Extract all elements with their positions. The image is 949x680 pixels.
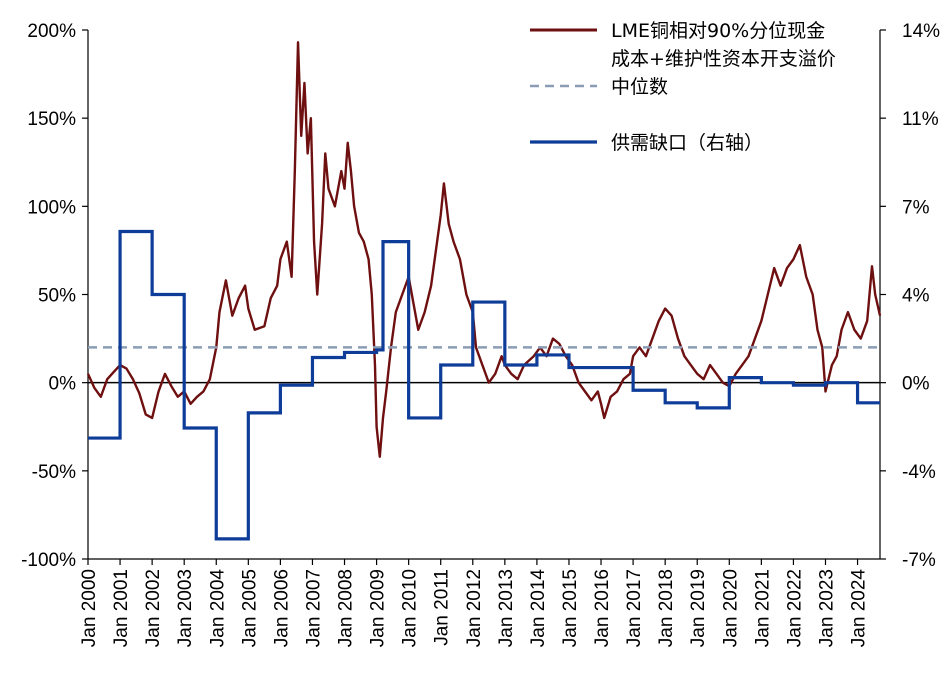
x-tick-label: Jan 2003 — [175, 569, 196, 647]
y-left-tick-label: -50% — [32, 462, 76, 483]
y-left-tick-label: -100% — [21, 550, 76, 571]
x-tick-label: Jan 2022 — [784, 569, 805, 647]
y-right-tick-label: -4% — [902, 462, 936, 483]
y-left-tick-label: 50% — [38, 286, 76, 307]
x-tick-label: Jan 2021 — [752, 569, 773, 647]
x-tick-label: Jan 2016 — [592, 569, 613, 647]
y-left-tick-label: 0% — [49, 374, 77, 395]
y-right-tick-label: -7% — [902, 550, 936, 571]
legend-label: 中位数 — [611, 76, 668, 98]
x-tick-label: Jan 2019 — [688, 569, 709, 647]
series-layer — [86, 41, 882, 541]
x-tick-label: Jan 2015 — [560, 569, 581, 647]
y-right-tick-label: 4% — [902, 286, 930, 307]
y-right-tick-label: 14% — [902, 21, 940, 42]
x-tick-label: Jan 2009 — [368, 569, 389, 647]
legend-label: 成本+维护性资本开支溢价 — [611, 48, 836, 70]
x-tick-label: Jan 2001 — [111, 569, 132, 647]
x-tick-label: Jan 2023 — [816, 569, 837, 647]
x-tick-label: Jan 2008 — [336, 569, 357, 647]
x-tick-label: Jan 2020 — [720, 569, 741, 647]
x-tick-label: Jan 2011 — [432, 569, 453, 646]
x-tick-label: Jan 2002 — [143, 569, 164, 647]
x-tick-label: Jan 2012 — [464, 569, 485, 647]
y-right-tick-label: 7% — [902, 197, 930, 218]
x-tick-label: Jan 2018 — [656, 569, 677, 647]
legend-label: 供需缺口（右轴） — [611, 132, 763, 154]
legend-label: LME铜相对90%分位现金 — [611, 20, 825, 42]
y-left-tick-label: 200% — [27, 21, 76, 42]
y-right-tick-label: 11% — [902, 109, 939, 130]
x-tick-label: Jan 2017 — [624, 569, 645, 647]
y-left-tick-label: 150% — [27, 109, 76, 130]
x-tick-label: Jan 2007 — [303, 569, 324, 647]
x-tick-label: Jan 2000 — [79, 569, 100, 647]
x-tick-label: Jan 2005 — [239, 569, 260, 647]
x-tick-label: Jan 2006 — [271, 569, 292, 647]
y-right-tick-label: 0% — [902, 374, 930, 395]
x-tick-label: Jan 2013 — [496, 569, 517, 647]
copper-premium-line — [86, 41, 882, 458]
supply-demand-gap-line — [88, 229, 880, 541]
x-tick-label: Jan 2024 — [849, 569, 870, 648]
x-tick-label: Jan 2014 — [528, 569, 549, 648]
x-tick-label: Jan 2004 — [207, 569, 228, 648]
axes-layer: 200% 150% 100% 50% 0% -50% -100% 14% 11% 7% 4% 0% -4… — [21, 21, 940, 647]
y-left-tick-label: 100% — [27, 197, 76, 218]
x-tick-label: Jan 2010 — [400, 569, 421, 647]
